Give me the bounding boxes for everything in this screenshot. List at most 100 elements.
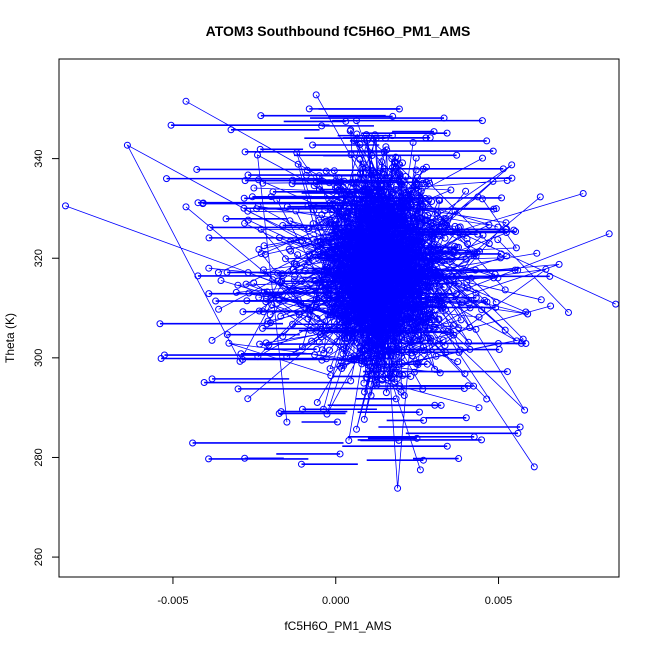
data-point (466, 304, 474, 312)
data-point (390, 271, 398, 279)
data-point (359, 275, 367, 282)
data-point (333, 338, 341, 346)
data-point (412, 154, 420, 162)
data-point (62, 202, 69, 210)
data-point (394, 267, 402, 275)
data-point (248, 193, 256, 201)
data-point (441, 234, 449, 242)
data-point (388, 219, 396, 227)
data-point (406, 307, 414, 315)
data-point (411, 236, 419, 244)
data-point (356, 342, 364, 350)
data-point (308, 337, 316, 345)
data-point (277, 312, 285, 320)
data-point (303, 166, 311, 174)
data-point (439, 294, 447, 302)
data-point (340, 345, 348, 353)
data-point (244, 269, 252, 277)
data-point (401, 269, 409, 277)
data-point (368, 305, 376, 313)
data-point (537, 296, 545, 304)
data-point (350, 322, 357, 330)
y-tick-label: 320 (33, 249, 45, 267)
data-point (234, 281, 242, 289)
data-point (339, 267, 347, 274)
data-point (369, 201, 377, 209)
data-point (424, 300, 432, 308)
plot-frame (58, 58, 620, 578)
data-point (417, 335, 425, 343)
data-point (396, 307, 404, 315)
data-point (404, 211, 412, 219)
data-point (399, 222, 407, 230)
data-point (237, 350, 245, 358)
data-point (516, 423, 524, 431)
data-point (234, 385, 242, 393)
data-point (367, 392, 375, 399)
data-point (579, 190, 587, 197)
data-point (383, 206, 391, 214)
data-point (194, 272, 202, 280)
data-point (354, 292, 362, 300)
data-point (338, 236, 346, 244)
data-point (328, 246, 336, 254)
data-point (546, 272, 554, 280)
data-point (455, 455, 463, 463)
data-point (391, 233, 399, 241)
data-point (400, 392, 408, 399)
data-point (436, 245, 444, 253)
data-point (278, 277, 286, 285)
data-point (360, 346, 368, 354)
data-point (514, 429, 522, 437)
data-point (492, 298, 500, 306)
data-point (431, 323, 439, 331)
data-point (427, 219, 435, 227)
data-point (352, 261, 360, 269)
data-point (309, 220, 317, 228)
data-point (205, 234, 213, 242)
data-point (347, 326, 355, 334)
data-point (394, 240, 402, 248)
data-point (256, 340, 264, 348)
data-point (443, 442, 451, 450)
data-point (401, 203, 409, 211)
data-point (478, 117, 486, 125)
data-point (350, 188, 357, 196)
data-point (388, 190, 396, 198)
data-point (344, 307, 352, 315)
y-axis-label: Theta (K) (3, 313, 17, 363)
data-point (400, 302, 408, 310)
data-point (403, 315, 411, 323)
data-point (356, 261, 364, 269)
data-point (408, 285, 416, 293)
data-point (402, 200, 410, 208)
data-point (310, 206, 318, 214)
data-point (332, 272, 340, 280)
data-point (378, 292, 386, 299)
data-point (422, 319, 429, 327)
data-point (357, 331, 365, 339)
data-point (411, 276, 418, 284)
data-point (340, 284, 348, 292)
data-point (288, 180, 296, 188)
data-point (430, 316, 438, 324)
data-point (208, 375, 216, 383)
data-point (436, 369, 444, 377)
data-point (262, 339, 270, 347)
data-point (282, 255, 289, 263)
data-point (430, 311, 438, 319)
data-point (360, 415, 368, 423)
data-point (370, 286, 378, 294)
data-point (330, 221, 338, 229)
data-point (412, 270, 420, 278)
data-point (462, 255, 470, 263)
data-point (384, 352, 392, 360)
data-point (367, 329, 375, 336)
data-point (407, 194, 414, 202)
data-point (441, 255, 448, 263)
data-point (456, 346, 464, 354)
data-point (315, 255, 323, 263)
data-point (403, 227, 411, 235)
data-point (315, 242, 322, 250)
data-point (375, 311, 383, 319)
